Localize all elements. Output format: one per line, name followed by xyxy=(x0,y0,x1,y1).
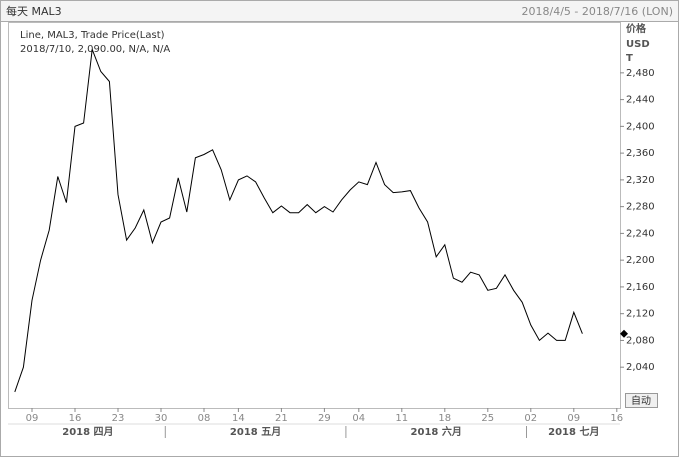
x-tick-label: 21 xyxy=(275,413,288,424)
axis-header: T xyxy=(626,53,633,64)
x-group-label: 2018 七月 xyxy=(548,425,599,438)
price-line xyxy=(14,49,583,393)
x-tick-label: 18 xyxy=(438,413,451,424)
x-tick-label: 23 xyxy=(112,413,125,424)
y-tick-label: 2,160 xyxy=(626,282,655,293)
x-tick-label: 11 xyxy=(395,413,408,424)
y-tick-label: 2,320 xyxy=(626,175,655,186)
x-group-label: 2018 五月 xyxy=(230,426,281,438)
plot-area xyxy=(8,22,621,409)
y-tick-label: 2,360 xyxy=(626,148,655,159)
auto-button-label[interactable]: 自动 xyxy=(631,394,651,407)
legend-line: Line, MAL3, Trade Price(Last) xyxy=(20,30,165,41)
header-title: 每天 MAL3 xyxy=(6,4,62,18)
x-tick-label: 02 xyxy=(524,413,537,424)
x-tick-label: 04 xyxy=(352,413,365,424)
y-tick-label: 2,400 xyxy=(626,121,655,132)
x-tick-label: 08 xyxy=(198,413,211,424)
header-range: 2018/4/5 - 2018/7/16 (LON) xyxy=(522,5,673,18)
x-tick-label: 25 xyxy=(481,413,494,424)
y-tick-label: 2,240 xyxy=(626,228,655,239)
y-tick-label: 2,040 xyxy=(626,362,655,373)
x-group-label: 2018 六月 xyxy=(411,425,462,438)
y-tick-label: 2,080 xyxy=(626,335,655,346)
y-tick-label: 2,200 xyxy=(626,255,655,266)
last-price-marker xyxy=(620,329,628,338)
x-group-label: 2018 四月 xyxy=(62,426,113,438)
x-tick-label: 14 xyxy=(232,413,245,424)
axis-header: USD xyxy=(626,39,650,50)
auto-button[interactable] xyxy=(625,393,658,408)
y-tick-label: 2,440 xyxy=(626,95,655,106)
x-tick-label: 09 xyxy=(26,413,39,424)
y-tick-label: 2,480 xyxy=(626,68,655,79)
x-tick-label: 30 xyxy=(155,413,168,424)
x-tick-label: 16 xyxy=(610,413,623,424)
x-tick-label: 16 xyxy=(69,413,82,424)
x-tick-label: 29 xyxy=(318,413,331,424)
legend-value: 2018/7/10, 2,090.00, N/A, N/A xyxy=(20,44,170,55)
y-tick-label: 2,280 xyxy=(626,202,655,213)
y-tick-label: 2,120 xyxy=(626,309,655,320)
axis-header: 价格 xyxy=(626,22,647,35)
x-tick-label: 09 xyxy=(567,413,580,424)
